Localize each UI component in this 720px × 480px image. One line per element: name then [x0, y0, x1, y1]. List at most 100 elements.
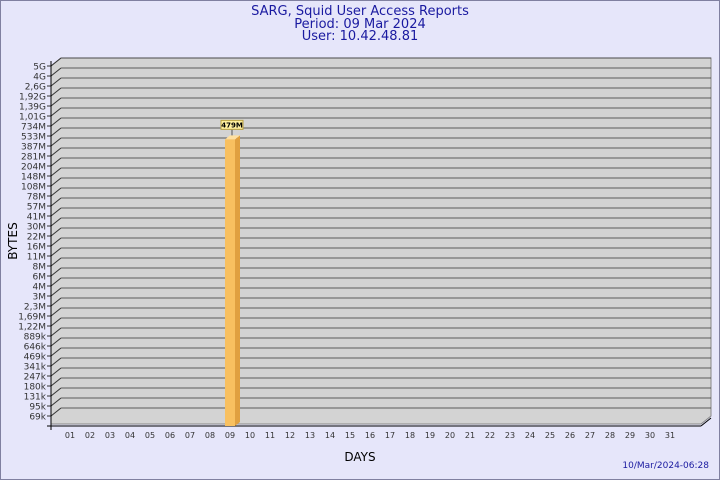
gridline-diag — [50, 257, 62, 267]
y-tick-label: 22M — [27, 233, 46, 243]
gridline-diag — [50, 67, 62, 77]
data-label: 479M — [221, 121, 243, 129]
gridline-diag — [50, 247, 62, 257]
x-tick-label: 17 — [385, 431, 395, 440]
y-tick-label: 11M — [27, 253, 46, 263]
gridline-diag — [50, 317, 62, 327]
x-tick-label: 26 — [565, 431, 575, 440]
y-tick-label: 1,01G — [19, 113, 46, 123]
gridline-diag — [50, 347, 62, 357]
gridline-diag — [50, 207, 62, 217]
x-tick-label: 29 — [625, 431, 635, 440]
x-tick-label: 04 — [125, 431, 135, 440]
gridline-diag — [50, 157, 62, 167]
gridline-diag — [50, 357, 62, 367]
x-tick-label: 13 — [305, 431, 315, 440]
y-tick-label: 95k — [29, 403, 46, 413]
chart-title: SARG, Squid User Access Reports — [251, 4, 469, 19]
x-tick-label: 14 — [325, 431, 335, 440]
y-tick-label: 69k — [29, 413, 46, 423]
y-tick-label: 4G — [33, 73, 46, 83]
chart-user: User: 10.42.48.81 — [301, 29, 419, 44]
y-tick-label: 2,6G — [25, 83, 46, 93]
gridline-diag — [50, 97, 62, 107]
gridline-diag — [50, 187, 62, 197]
x-tick-label: 05 — [145, 431, 155, 440]
y-tick-label: 889k — [24, 333, 47, 343]
y-tick-label: 533M — [21, 133, 46, 143]
x-tick-label: 11 — [265, 431, 275, 440]
gridline-diag — [50, 337, 62, 347]
x-tick-label: 09 — [225, 431, 235, 440]
y-tick-label: 108M — [21, 183, 46, 193]
y-axis-label: BYTES — [6, 222, 20, 259]
gridline-diag — [50, 167, 62, 177]
gridline-diag — [50, 137, 62, 147]
y-tick-label: 78M — [27, 193, 46, 203]
x-axis-label: DAYS — [344, 450, 375, 464]
y-tick-label: 341k — [24, 363, 47, 373]
x-tick-label: 10 — [245, 431, 255, 440]
bar — [225, 139, 235, 426]
y-tick-label: 1,22M — [18, 323, 46, 333]
y-tick-label: 57M — [27, 203, 46, 213]
y-tick-label: 5G — [33, 63, 46, 73]
x-tick-label: 19 — [425, 431, 435, 440]
x-tick-label: 25 — [545, 431, 555, 440]
x-tick-label: 20 — [445, 431, 455, 440]
y-tick-label: 469k — [24, 353, 47, 363]
x-tick-label: 27 — [585, 431, 595, 440]
x-tick-label: 02 — [85, 431, 95, 440]
y-tick-label: 30M — [27, 223, 46, 233]
y-tick-label: 41M — [27, 213, 46, 223]
y-tick-label: 204M — [21, 163, 46, 173]
x-axis-depth — [700, 417, 712, 427]
y-tick-label: 16M — [27, 243, 46, 253]
x-tick-label: 18 — [405, 431, 415, 440]
y-tick-label: 148M — [21, 173, 46, 183]
gridline-diag — [50, 107, 62, 117]
x-tick-label: 07 — [185, 431, 195, 440]
y-tick-label: 131k — [24, 393, 47, 403]
data-label-box — [220, 119, 244, 130]
y-tick-label: 247k — [24, 373, 47, 383]
gridline-diag — [50, 57, 62, 67]
y-tick-label: 1,39G — [19, 103, 46, 113]
gridline-diag — [50, 77, 62, 87]
gridline-diag — [50, 377, 62, 387]
x-tick-label: 16 — [365, 431, 375, 440]
gridline-diag — [50, 87, 62, 97]
gridline-diag — [50, 217, 62, 227]
y-tick-label: 281M — [21, 153, 46, 163]
y-tick-label: 180k — [24, 383, 47, 393]
x-tick-label: 21 — [465, 431, 475, 440]
gridline-diag — [50, 147, 62, 157]
plot-area — [50, 57, 712, 425]
bar-side — [235, 135, 240, 426]
gridline-diag — [50, 267, 62, 277]
gridline-diag — [50, 307, 62, 317]
y-tick-label: 2,3M — [24, 303, 46, 313]
y-tick-label: 734M — [21, 123, 46, 133]
gridline-diag — [50, 277, 62, 287]
y-tick-label: 1,92G — [19, 93, 46, 103]
x-tick-label: 06 — [165, 431, 175, 440]
x-tick-label: 24 — [525, 431, 535, 440]
gridline-diag — [50, 407, 62, 417]
x-tick-label: 30 — [645, 431, 655, 440]
x-tick-label: 28 — [605, 431, 615, 440]
x-tick-label: 12 — [285, 431, 295, 440]
y-tick-label: 4M — [33, 283, 47, 293]
gridline-diag — [50, 177, 62, 187]
x-tick-label: 23 — [505, 431, 515, 440]
gridline-diag — [50, 367, 62, 377]
gridline-diag — [50, 227, 62, 237]
x-tick-label: 01 — [65, 431, 75, 440]
bar-top — [225, 135, 240, 140]
y-tick-label: 387M — [21, 143, 46, 153]
y-tick-label: 1,69M — [18, 313, 46, 323]
gridline-diag — [50, 237, 62, 247]
x-tick-label: 15 — [345, 431, 355, 440]
